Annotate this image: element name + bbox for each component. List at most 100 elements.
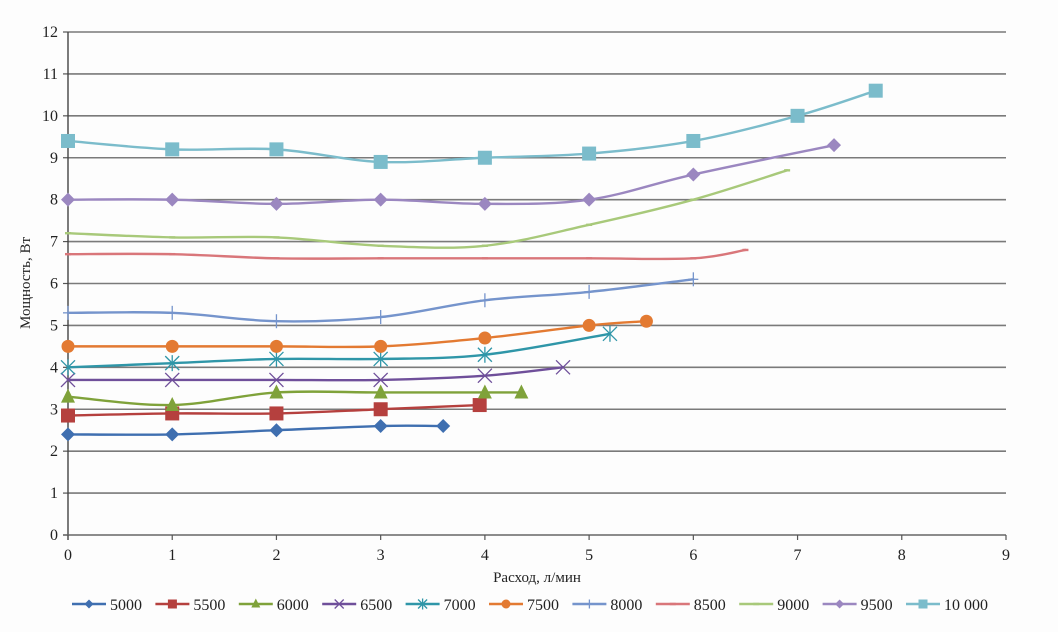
series-6000 xyxy=(61,384,529,412)
x-tick-label: 2 xyxy=(272,547,280,564)
data-point-square xyxy=(165,142,180,157)
series-line xyxy=(66,143,836,206)
legend-item: 8500 xyxy=(655,597,726,614)
data-point-star xyxy=(602,325,618,342)
data-point-x xyxy=(268,372,284,388)
y-tick-label: 6 xyxy=(50,276,58,293)
series-7000 xyxy=(60,325,618,376)
data-point-triangle xyxy=(373,384,388,399)
series-8000 xyxy=(63,272,699,329)
data-point-triangle xyxy=(251,598,261,608)
y-tick-label: 10 xyxy=(42,108,58,125)
y-tick-label: 7 xyxy=(50,234,58,251)
legend: 5000 5500 6000 6500 7000 7500 8000 8500 9000 9500… xyxy=(72,597,988,614)
data-point-star xyxy=(60,359,76,376)
x-tick-label: 0 xyxy=(64,547,72,564)
y-tick-label: 8 xyxy=(50,192,58,209)
x-tick-label: 3 xyxy=(377,547,385,564)
data-point-square xyxy=(868,83,883,98)
data-point-plus xyxy=(271,314,282,329)
series-9000 xyxy=(65,169,791,249)
series-group xyxy=(60,83,883,442)
data-point-square xyxy=(918,599,928,609)
data-point-circle xyxy=(61,339,75,353)
data-point-square xyxy=(472,398,487,413)
x-tick-label: 4 xyxy=(481,547,489,564)
data-point-diamond xyxy=(165,427,180,442)
data-point-square xyxy=(61,408,75,423)
data-point-x xyxy=(477,368,493,384)
data-point-square xyxy=(269,142,284,157)
data-point-square xyxy=(373,402,388,417)
data-point-circle xyxy=(478,331,492,345)
data-point-plus xyxy=(479,293,490,308)
data-point-star xyxy=(164,355,180,372)
legend-item: 7000 xyxy=(405,597,476,614)
legend-label: 9000 xyxy=(777,597,809,614)
data-point-star xyxy=(268,350,284,367)
data-point-triangle xyxy=(514,384,529,399)
series-line xyxy=(66,424,445,436)
data-point-diamond xyxy=(827,138,842,153)
data-point-diamond xyxy=(165,192,180,207)
data-point-square xyxy=(373,154,388,169)
legend-label: 7500 xyxy=(527,597,559,614)
data-point-triangle xyxy=(61,388,75,403)
series-line xyxy=(66,390,523,407)
legend-item: 7500 xyxy=(489,597,559,614)
series-5000 xyxy=(61,419,451,442)
y-tick-label: 12 xyxy=(42,24,58,41)
series-line xyxy=(66,248,747,261)
series-line xyxy=(66,169,789,249)
y-tick-label: 2 xyxy=(50,443,58,460)
data-point-plus xyxy=(688,272,699,287)
x-tick-label: 7 xyxy=(794,547,802,564)
x-tick-label: 9 xyxy=(1002,547,1010,564)
legend-item: 6000 xyxy=(238,597,309,614)
data-point-square xyxy=(686,133,701,148)
data-point-diamond xyxy=(477,196,492,211)
data-point-square xyxy=(61,133,75,148)
legend-label: 8000 xyxy=(610,597,642,614)
data-point-x xyxy=(334,599,345,609)
series-7500 xyxy=(61,314,653,353)
data-point-square xyxy=(790,108,805,123)
y-tick-label: 1 xyxy=(50,485,58,502)
legend-label: 5500 xyxy=(193,597,225,614)
series-8500 xyxy=(65,248,749,261)
y-tick-label: 0 xyxy=(50,527,58,544)
data-point-x xyxy=(60,372,76,388)
data-point-star xyxy=(373,350,389,367)
legend-label: 6500 xyxy=(360,597,392,614)
legend-label: 6000 xyxy=(277,597,309,614)
legend-label: 7000 xyxy=(444,597,476,614)
x-tick-label: 6 xyxy=(689,547,697,564)
data-point-circle xyxy=(501,599,511,609)
data-point-diamond xyxy=(269,196,284,211)
data-point-x xyxy=(373,372,389,388)
series-line xyxy=(66,332,612,369)
legend-item: 10 000 xyxy=(906,597,988,614)
data-point-x xyxy=(164,372,180,388)
data-point-diamond xyxy=(835,599,845,609)
legend-label: 5000 xyxy=(110,597,142,614)
data-point-diamond xyxy=(84,599,94,609)
axes xyxy=(63,32,1007,540)
series-line xyxy=(66,89,877,164)
data-point-circle xyxy=(374,339,388,353)
data-point-diamond xyxy=(61,192,75,207)
data-point-plus xyxy=(63,305,73,320)
series-9500 xyxy=(61,138,842,211)
legend-item: 5000 xyxy=(72,597,142,614)
series-5500 xyxy=(61,398,487,423)
data-point-plus xyxy=(584,284,595,299)
data-point-x xyxy=(555,359,571,375)
legend-item: 9000 xyxy=(739,597,809,614)
data-point-square xyxy=(582,146,597,161)
data-point-diamond xyxy=(269,423,284,438)
x-tick-labels: 0 1 2 3 4 5 6 7 8 9 xyxy=(64,547,1010,564)
data-point-square xyxy=(477,150,492,165)
y-tick-label: 4 xyxy=(50,359,58,376)
series-line xyxy=(66,366,565,382)
